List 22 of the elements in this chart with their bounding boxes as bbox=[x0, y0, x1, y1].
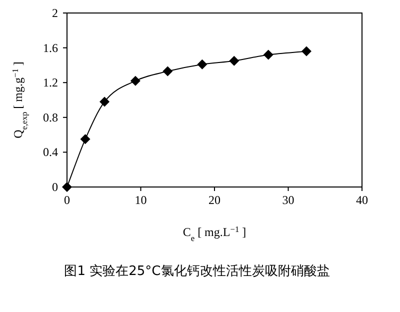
point bbox=[197, 59, 208, 70]
x-axis-title: C$_{e}$ [ mg.L$^{−1}$ ] bbox=[182, 224, 246, 242]
x-tick-label: 40 bbox=[356, 193, 368, 207]
y-tick-label: 0 bbox=[52, 180, 58, 194]
y-tick-label: 1.6 bbox=[43, 40, 58, 55]
y-tick-label: 0.8 bbox=[43, 110, 58, 124]
text: 图1 实验在25°C氯化钙改性活性炭吸附硝酸盐 bbox=[64, 264, 330, 279]
point bbox=[130, 76, 140, 86]
y-tick-label: 1.2 bbox=[43, 76, 58, 90]
x-tick-label: 0 bbox=[64, 193, 70, 207]
point bbox=[162, 66, 173, 76]
y-tick-label: 2 bbox=[52, 6, 58, 20]
x-tick-label: 20 bbox=[208, 193, 220, 207]
x-tick-label: 30 bbox=[282, 193, 294, 207]
point bbox=[100, 96, 110, 107]
point bbox=[301, 46, 312, 56]
point bbox=[263, 50, 274, 60]
x-tick-label: 10 bbox=[134, 193, 147, 207]
y-tick-label: 0.4 bbox=[43, 145, 58, 160]
point bbox=[80, 134, 90, 144]
point bbox=[62, 182, 72, 192]
point bbox=[229, 56, 240, 66]
